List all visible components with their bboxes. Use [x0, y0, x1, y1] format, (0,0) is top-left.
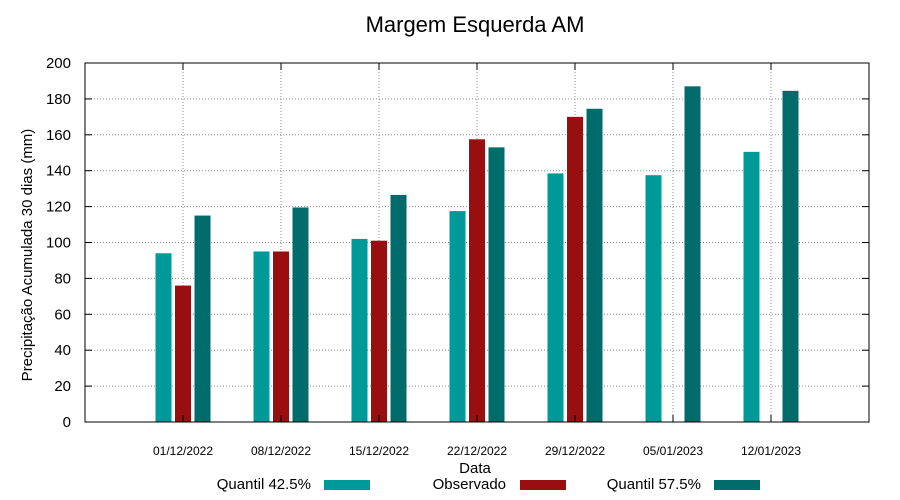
bar-quantil-42-5-	[449, 211, 466, 422]
legend-swatch	[520, 480, 566, 490]
y-tick-label: 100	[46, 235, 71, 252]
bar-quantil-42-5-	[743, 151, 760, 423]
legend-swatch	[324, 480, 370, 490]
legend: Quantil 42.5% Observado Quantil 57.5%	[217, 476, 760, 493]
y-tick-label: 20	[54, 378, 71, 395]
bar-quantil-57-5-	[488, 147, 505, 423]
y-tick-label: 200	[46, 55, 71, 72]
legend-swatch	[714, 480, 760, 490]
y-tick-label: 180	[46, 91, 71, 108]
y-tick-label: 60	[54, 306, 71, 323]
bar-observado	[567, 116, 583, 422]
bar-quantil-57-5-	[292, 207, 309, 422]
chart-title: Margem Esquerda AM	[366, 12, 585, 37]
legend-label: Quantil 57.5%	[607, 476, 701, 493]
bars	[155, 86, 799, 423]
bar-quantil-42-5-	[155, 253, 172, 422]
y-tick-labels: 0 20 40 60 80 100 120 140 160 180 200	[46, 55, 71, 431]
bar-quantil-42-5-	[645, 175, 662, 422]
y-axis-title: Precipitação Acumulada 30 dias (mm)	[19, 129, 36, 382]
bar-observado	[371, 240, 387, 422]
axis-ticks	[85, 62, 869, 423]
bar-quantil-42-5-	[547, 173, 564, 422]
bar-quantil-57-5-	[684, 86, 701, 423]
x-tick-label: 12/01/2023	[741, 444, 801, 458]
x-tick-labels: 01/12/2022 08/12/2022 15/12/2022 22/12/2022…	[153, 444, 801, 458]
x-tick-label: 15/12/2022	[349, 444, 409, 458]
x-tick-label: 05/01/2023	[643, 444, 703, 458]
legend-label: Observado	[433, 476, 506, 493]
bar-observado	[469, 139, 485, 422]
bar-quantil-57-5-	[586, 108, 603, 423]
y-tick-label: 140	[46, 163, 71, 180]
bar-observado	[175, 285, 191, 422]
y-tick-label: 80	[54, 270, 71, 287]
y-tick-label: 160	[46, 127, 71, 144]
bar-quantil-42-5-	[253, 251, 270, 422]
x-tick-label: 22/12/2022	[447, 444, 507, 458]
x-tick-label: 29/12/2022	[545, 444, 605, 458]
bar-quantil-57-5-	[782, 90, 799, 422]
bar-quantil-57-5-	[194, 215, 211, 422]
y-tick-label: 0	[63, 414, 71, 431]
legend-label: Quantil 42.5%	[217, 476, 311, 493]
bar-quantil-57-5-	[390, 194, 407, 422]
y-tick-label: 120	[46, 199, 71, 216]
x-axis-title: Data	[459, 460, 491, 477]
x-tick-label: 08/12/2022	[251, 444, 311, 458]
x-tick-label: 01/12/2022	[153, 444, 213, 458]
y-tick-label: 40	[54, 342, 71, 359]
bar-quantil-42-5-	[351, 238, 368, 422]
bar-observado	[273, 251, 289, 422]
